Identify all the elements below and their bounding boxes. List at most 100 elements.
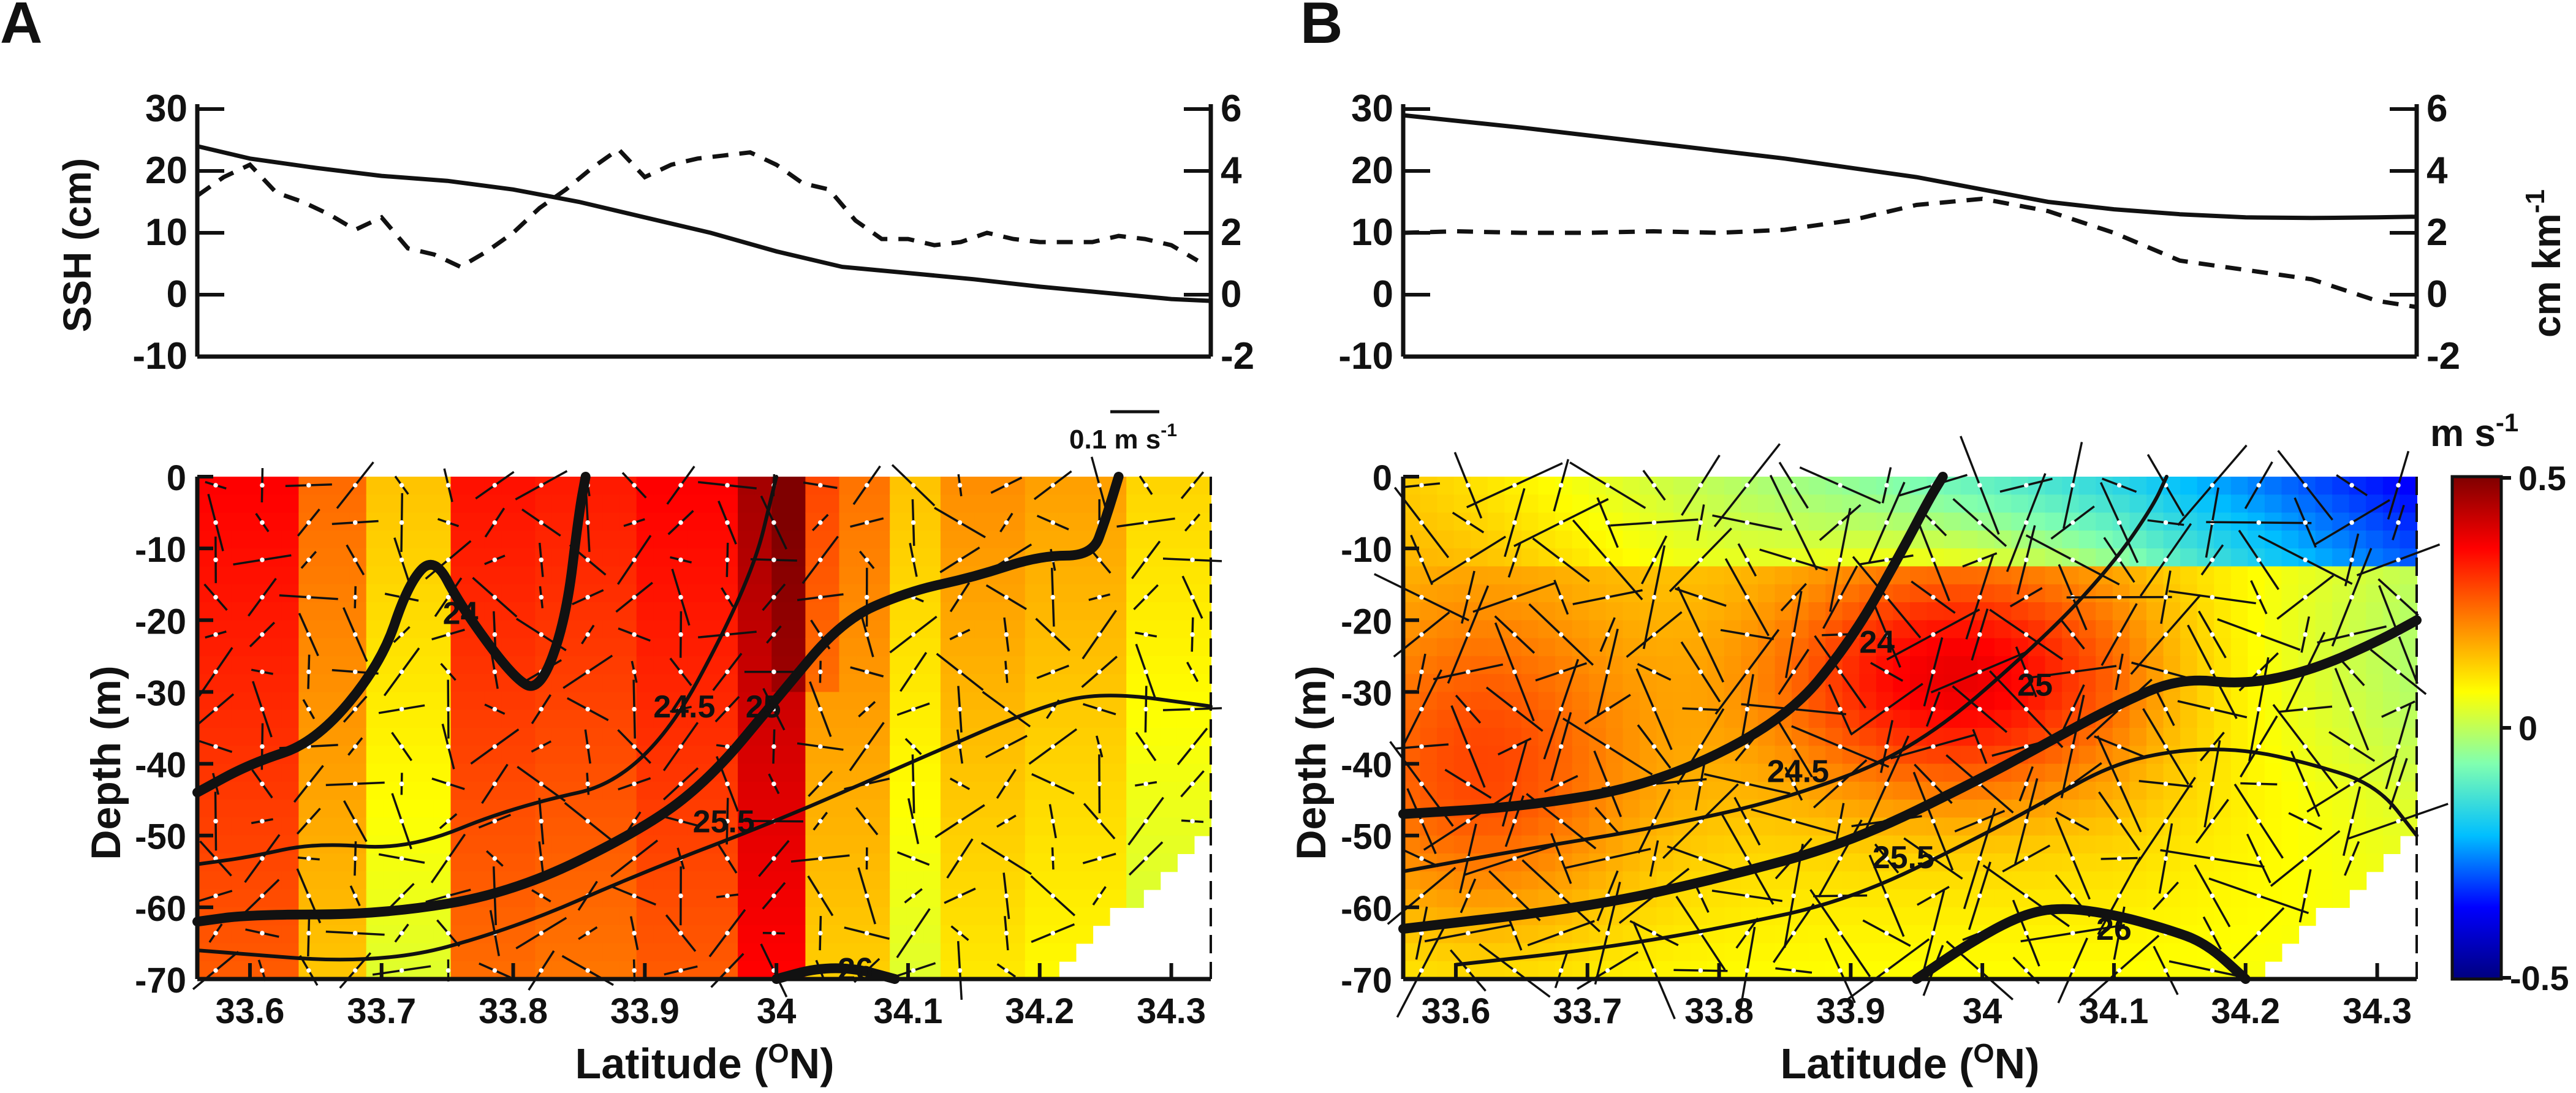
heatmap-cell (281, 530, 300, 550)
heatmap-cell (2146, 853, 2164, 872)
velocity-dot (1605, 781, 1610, 787)
velocity-dot (2024, 595, 2029, 600)
velocity-dot (725, 483, 730, 488)
heatmap-cell (704, 853, 722, 872)
heatmap-cell (366, 871, 384, 890)
heatmap-cell (349, 584, 367, 603)
heatmap-cell (383, 781, 401, 801)
heatmap-cell (1757, 781, 1776, 801)
heatmap-cell (2045, 763, 2063, 782)
velocity-dot (632, 893, 637, 898)
heatmap-cell (1589, 548, 1607, 567)
velocity-dot (771, 781, 776, 787)
heatmap-cell (2214, 602, 2232, 621)
heatmap-cell (2366, 800, 2384, 819)
heatmap-cell (1420, 746, 1438, 765)
velocity-dot (1143, 744, 1148, 749)
heatmap-cell (822, 566, 840, 585)
heatmap-cell (906, 602, 925, 621)
heatmap-cell (1842, 656, 1860, 675)
heatmap-cell (670, 494, 688, 513)
heatmap-cell (450, 656, 469, 675)
heatmap-cell (1639, 530, 1657, 550)
heatmap-cell (1025, 763, 1043, 782)
heatmap-cell (518, 781, 536, 801)
velocity-dot (2024, 706, 2029, 712)
velocity-dot (632, 931, 637, 936)
heatmap-cell (332, 566, 350, 585)
heatmap-cell (551, 728, 570, 747)
velocity-dot (2256, 931, 2262, 936)
heatmap-cell (619, 494, 637, 513)
velocity-dot (2349, 744, 2354, 749)
velocity-dot (818, 595, 823, 600)
heatmap-cell (2146, 584, 2164, 603)
heatmap-cell (890, 602, 907, 621)
heatmap-cell (1673, 656, 1691, 675)
heatmap-cell (1944, 638, 1961, 657)
heatmap-cell (1008, 674, 1026, 693)
heatmap-cell (2062, 638, 2080, 657)
heatmap-cell (450, 692, 469, 711)
ssh-plot-b (1403, 113, 2417, 309)
heatmap-cell (906, 709, 925, 728)
heatmap-cell (214, 674, 232, 693)
heatmap-cell (687, 584, 705, 603)
heatmap-cell (2096, 638, 2113, 657)
velocity-dot (771, 558, 776, 562)
heatmap-cell (1487, 746, 1506, 765)
heatmap-cell (923, 477, 941, 496)
heatmap-cell (839, 943, 857, 962)
velocity-dot (492, 483, 498, 488)
heatmap-cell (1075, 781, 1094, 801)
heatmap-cell (1555, 817, 1573, 836)
heatmap-cell (2129, 781, 2147, 801)
heatmap-cell (1605, 548, 1624, 567)
heatmap-cell (923, 889, 941, 908)
heatmap-cell (1690, 638, 1708, 657)
heatmap-cell (2230, 889, 2249, 908)
heatmap-cell (551, 925, 570, 944)
heatmap-cell (1859, 925, 1877, 944)
heatmap-cell (450, 907, 469, 926)
velocity-dot (1744, 968, 1750, 973)
velocity-dot (2024, 520, 2029, 525)
heatmap-cell (2146, 763, 2164, 782)
heatmap-cell (2315, 746, 2333, 765)
heatmap-cell (2045, 602, 2063, 621)
heatmap-cell (1042, 853, 1059, 872)
heatmap-cell (2349, 530, 2367, 550)
heatmap-cell (1126, 620, 1144, 639)
heatmap-cell (2332, 817, 2350, 836)
velocity-scale-label: 0.1 m s-1 (1069, 420, 1177, 455)
heatmap-cell (383, 566, 401, 585)
velocity-dot (1931, 893, 1936, 898)
heatmap-cell (316, 817, 333, 836)
heatmap-cell (1160, 494, 1178, 513)
heatmap-cell (298, 763, 316, 782)
heatmap-cell (906, 638, 925, 657)
heatmap-cell (1623, 871, 1640, 890)
velocity-dot (1004, 706, 1009, 712)
heatmap-cell (2129, 584, 2147, 603)
heatmap-cell (1471, 943, 1488, 962)
heatmap-cell (2197, 728, 2215, 747)
heatmap-cell (569, 709, 587, 728)
velocity-dot (1605, 483, 1610, 488)
heatmap-cell (1775, 620, 1793, 639)
heatmap-cell (2146, 548, 2164, 567)
heatmap-cell (450, 638, 469, 657)
heatmap-cell (1757, 566, 1776, 585)
heatmap-cell (1194, 620, 1211, 639)
velocity-dot (1004, 669, 1009, 675)
velocity-dot (678, 483, 683, 488)
heatmap-cell (1403, 512, 1421, 531)
velocity-dot (1838, 632, 1843, 637)
heatmap-cell (822, 512, 840, 531)
heatmap-cell (1521, 494, 1539, 513)
isopycnal-label: 26 (2096, 912, 2132, 947)
heatmap-cell (535, 548, 553, 567)
heatmap-cell (1160, 584, 1178, 603)
heatmap-cell (1437, 728, 1455, 747)
heatmap-cell (383, 548, 401, 567)
